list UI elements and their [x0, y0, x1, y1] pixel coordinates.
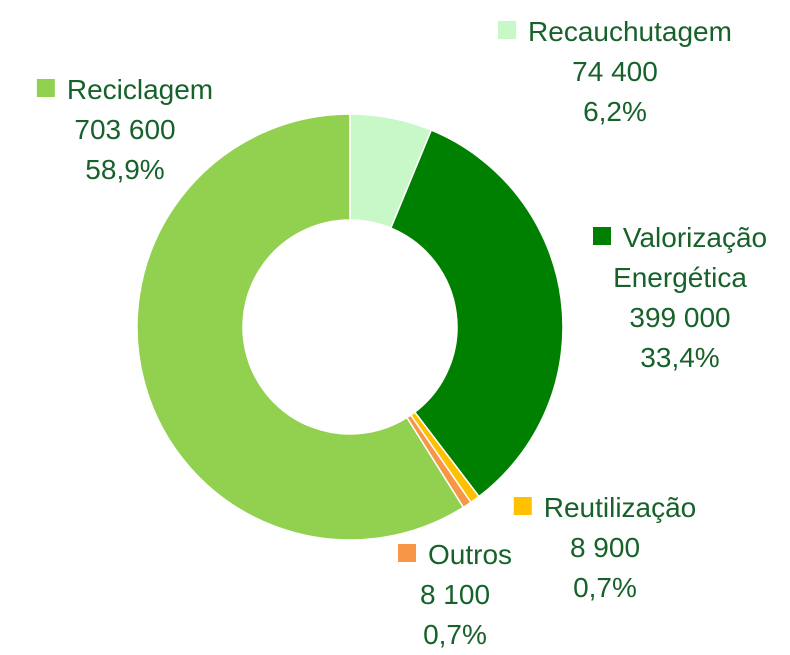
slice-label: Reciclagem 703 600 58,9%	[36, 70, 214, 190]
category-name: Reutilização	[543, 492, 697, 523]
slice-label: Outros 8 100 0,7%	[397, 535, 513, 655]
value-label: 703 600	[74, 114, 176, 145]
percentage-label: 0,7%	[573, 572, 637, 603]
value-label: 8 100	[419, 579, 491, 610]
slice-label: Reutilização 8 900 0,7%	[513, 488, 697, 608]
legend-swatch	[36, 79, 55, 97]
slice-label: Recauchutagem 74 400 6,2%	[498, 12, 732, 132]
donut-slice	[389, 129, 564, 498]
label-name-line: Outros	[397, 535, 513, 575]
value-label: 8 900	[569, 532, 641, 563]
value-label: 399 000	[629, 302, 731, 333]
label-name-line: Reutilização	[513, 488, 697, 528]
percentage-label: 58,9%	[85, 154, 165, 185]
label-name-line: Recauchutagem	[498, 12, 732, 52]
percentage-label: 33,4%	[640, 342, 720, 373]
legend-swatch	[397, 544, 416, 562]
slice-label: Valorização Energética 399 000 33,4%	[570, 218, 790, 378]
category-name: Recauchutagem	[528, 16, 732, 47]
label-name-line: Reciclagem	[36, 70, 214, 110]
category-name: Outros	[427, 539, 513, 570]
value-label: 74 400	[572, 56, 658, 87]
percentage-label: 6,2%	[583, 96, 647, 127]
legend-swatch	[592, 227, 611, 245]
legend-swatch	[513, 497, 532, 515]
category-name: Valorização Energética	[613, 222, 768, 293]
legend-swatch	[498, 21, 517, 39]
percentage-label: 0,7%	[423, 619, 487, 650]
category-name: Reciclagem	[66, 74, 214, 105]
donut-slice	[136, 113, 465, 541]
label-name-line: Valorização Energética	[570, 218, 790, 298]
